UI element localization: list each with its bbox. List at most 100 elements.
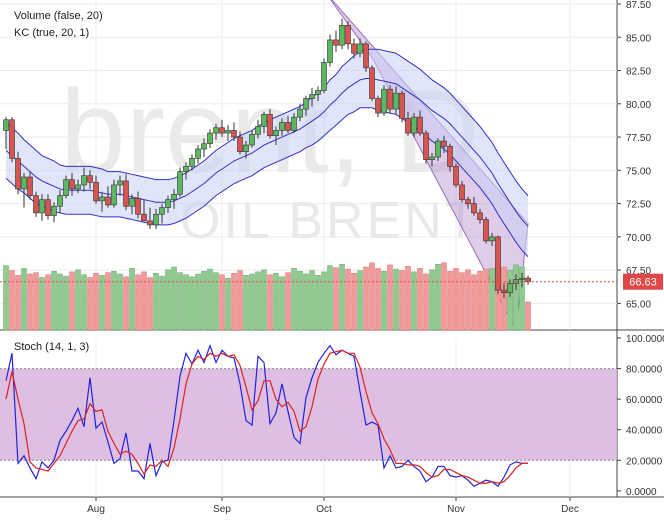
kc-upper-line bbox=[5, 48, 529, 196]
kc-middle-line bbox=[5, 78, 529, 227]
price-tick-label: 80.00 bbox=[626, 100, 651, 111]
candle-down bbox=[477, 212, 483, 220]
volume-bar bbox=[231, 273, 237, 331]
last-price-label: 66.63 bbox=[629, 277, 657, 289]
volume-bar bbox=[375, 268, 381, 331]
volume-bar bbox=[153, 273, 159, 331]
volume-bar bbox=[117, 273, 123, 331]
volume-bar bbox=[243, 275, 249, 331]
candle-down bbox=[333, 39, 339, 46]
candle-down bbox=[135, 197, 141, 215]
volume-bar bbox=[237, 270, 243, 331]
volume-bar bbox=[447, 270, 453, 331]
candle-up bbox=[489, 236, 495, 242]
candle-up bbox=[279, 122, 285, 131]
stoch-d-line bbox=[5, 349, 528, 484]
candle-down bbox=[87, 175, 93, 183]
volume-bar bbox=[489, 268, 495, 331]
volume-bar bbox=[351, 273, 357, 331]
price-axis: 65.00 67.50 70.00 72.50 75.00 77.50 80.00 82.50… bbox=[0, 0, 663, 310]
volume-bar bbox=[417, 268, 423, 331]
candle-up bbox=[429, 156, 435, 160]
candle-up bbox=[3, 119, 9, 131]
last-price-tag bbox=[623, 273, 663, 290]
volume-bar bbox=[453, 268, 459, 331]
volume-bar bbox=[51, 270, 57, 331]
volume-bar bbox=[297, 270, 303, 331]
candle-up bbox=[81, 175, 87, 186]
volume-bar bbox=[465, 269, 471, 331]
legend-stoch: Stoch (14, 1, 3) bbox=[14, 341, 89, 353]
candle-down bbox=[93, 181, 99, 202]
candle-down bbox=[399, 92, 405, 119]
volume-bar bbox=[363, 266, 369, 331]
candle-up bbox=[189, 158, 195, 167]
volume-bar bbox=[129, 268, 135, 331]
candle-down bbox=[453, 166, 459, 186]
stoch-tick-label: 60.0000 bbox=[626, 395, 663, 406]
candle-up bbox=[321, 62, 327, 91]
volume-bar bbox=[207, 268, 213, 331]
price-tick-label: 85.00 bbox=[626, 33, 651, 44]
candle-up bbox=[255, 126, 261, 135]
candle-down bbox=[69, 179, 75, 190]
volume-bar bbox=[3, 265, 9, 331]
candle-down bbox=[525, 277, 531, 282]
volume-bar bbox=[423, 273, 429, 331]
candle-down bbox=[369, 67, 375, 99]
stoch-lines bbox=[5, 343, 528, 488]
stoch-tick-label: 80.0000 bbox=[626, 365, 663, 376]
candle-down bbox=[405, 118, 411, 134]
time-tick-label: Sep bbox=[213, 504, 231, 515]
candle-up bbox=[183, 166, 189, 172]
volume-bar bbox=[459, 272, 465, 331]
volume-bar bbox=[279, 276, 285, 331]
price-tick-label: 77.50 bbox=[626, 133, 651, 144]
volume-bar bbox=[183, 274, 189, 331]
candle-up bbox=[315, 90, 321, 95]
volume-bar bbox=[135, 274, 141, 331]
volume-bar bbox=[57, 273, 63, 331]
candle-down bbox=[9, 119, 15, 159]
volume-bar bbox=[399, 270, 405, 331]
candle-down bbox=[447, 146, 453, 167]
volume-bar bbox=[63, 275, 69, 331]
candle-up bbox=[171, 193, 177, 200]
candle-down bbox=[351, 43, 357, 54]
candle-up bbox=[381, 88, 387, 114]
candle-down bbox=[417, 116, 423, 134]
volume-bar bbox=[285, 272, 291, 331]
candle-up bbox=[261, 114, 267, 127]
time-tick-label: Dec bbox=[561, 504, 579, 515]
candle-up bbox=[21, 176, 27, 190]
volume-bar bbox=[345, 268, 351, 331]
candle-up bbox=[273, 130, 279, 137]
volume-bar bbox=[255, 271, 261, 331]
volume-bar bbox=[273, 273, 279, 331]
candle-up bbox=[201, 143, 207, 150]
volume-bar bbox=[411, 271, 417, 331]
price-tick-label: 82.50 bbox=[626, 67, 651, 78]
stoch-band-fill bbox=[0, 368, 617, 461]
volume-bar bbox=[15, 275, 21, 331]
volume-bar bbox=[501, 266, 507, 331]
volume-bar bbox=[123, 276, 129, 331]
volume-bar bbox=[333, 267, 339, 331]
candle-up bbox=[207, 132, 213, 145]
price-tick-label: 87.50 bbox=[626, 0, 651, 11]
legend-volume: Volume (false, 20) bbox=[14, 10, 103, 22]
volume-bar bbox=[519, 266, 525, 331]
candle-down bbox=[15, 158, 21, 190]
candle-up bbox=[213, 127, 219, 134]
volume-bar bbox=[429, 269, 435, 331]
volume-bars bbox=[3, 261, 531, 331]
candle-down bbox=[45, 199, 51, 216]
candle-up bbox=[195, 148, 201, 159]
volume-bar bbox=[147, 277, 153, 331]
volume-bar bbox=[45, 274, 51, 331]
volume-bar bbox=[261, 269, 267, 331]
volume-bar bbox=[99, 275, 105, 331]
candle-up bbox=[111, 184, 117, 206]
candle-up bbox=[519, 277, 525, 280]
volume-bar bbox=[525, 301, 531, 331]
